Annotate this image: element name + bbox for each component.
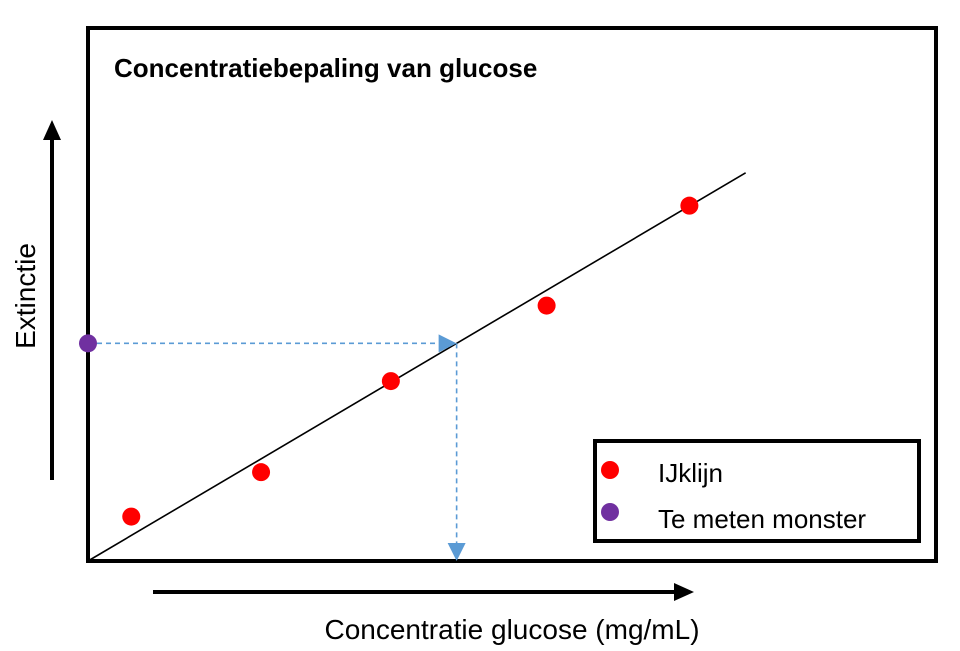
point-ijklijn-1 xyxy=(122,507,141,526)
point-ijklijn-4 xyxy=(537,296,556,315)
y-axis-arrow-head xyxy=(43,120,61,140)
point-ijklijn-3 xyxy=(381,372,400,391)
calibration-line xyxy=(87,172,747,562)
data-points xyxy=(79,196,699,526)
x-axis-arrow-head xyxy=(674,583,694,601)
point-te-meten-monster-1 xyxy=(79,334,97,353)
plot-frame xyxy=(86,26,938,563)
legend-marker-te-meten-monster xyxy=(601,503,619,521)
reading-vertical-arrowhead xyxy=(447,543,466,561)
point-ijklijn-2 xyxy=(252,463,271,482)
legend-label-ijklijn: IJklijn xyxy=(658,458,723,488)
legend-marker-ijklijn xyxy=(601,461,619,479)
chart-title: Concentratiebepaling van glucose xyxy=(114,53,537,83)
legend: IJklijn Te meten monster xyxy=(593,439,921,543)
legend-box xyxy=(593,439,921,543)
x-axis-label: Concentratie glucose (mg/mL) xyxy=(324,614,699,645)
legend-label-te-meten-monster: Te meten monster xyxy=(658,504,866,534)
point-ijklijn-5 xyxy=(680,196,699,215)
y-axis-label: Extinctie xyxy=(10,243,41,349)
reading-horizontal-arrowhead xyxy=(438,334,457,353)
